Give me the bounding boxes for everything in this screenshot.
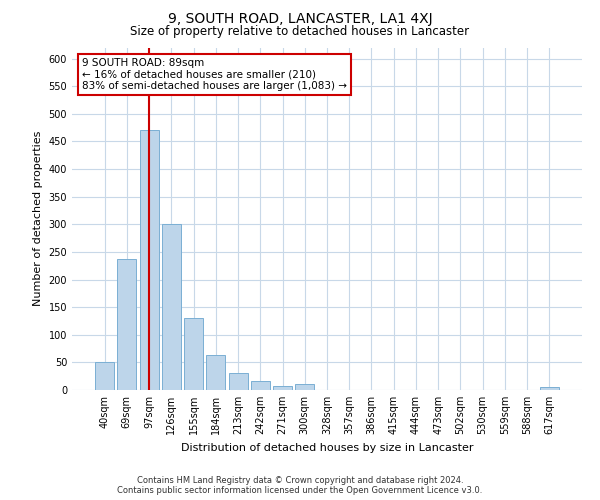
Bar [95, 362, 114, 390]
Text: 9 SOUTH ROAD: 89sqm
← 16% of detached houses are smaller (210)
83% of semi-detac: 9 SOUTH ROAD: 89sqm ← 16% of detached ho… [82, 58, 347, 91]
Y-axis label: Number of detached properties: Number of detached properties [33, 131, 43, 306]
Bar [140, 130, 158, 390]
Bar [229, 374, 248, 390]
Bar [206, 355, 225, 390]
Text: Contains HM Land Registry data © Crown copyright and database right 2024.
Contai: Contains HM Land Registry data © Crown c… [118, 476, 482, 495]
Bar [273, 386, 292, 390]
X-axis label: Distribution of detached houses by size in Lancaster: Distribution of detached houses by size … [181, 442, 473, 452]
Text: Size of property relative to detached houses in Lancaster: Size of property relative to detached ho… [130, 25, 470, 38]
Bar [251, 381, 270, 390]
Bar [162, 224, 181, 390]
Bar [184, 318, 203, 390]
Bar [118, 258, 136, 390]
Bar [295, 384, 314, 390]
Text: 9, SOUTH ROAD, LANCASTER, LA1 4XJ: 9, SOUTH ROAD, LANCASTER, LA1 4XJ [167, 12, 433, 26]
Bar [540, 387, 559, 390]
